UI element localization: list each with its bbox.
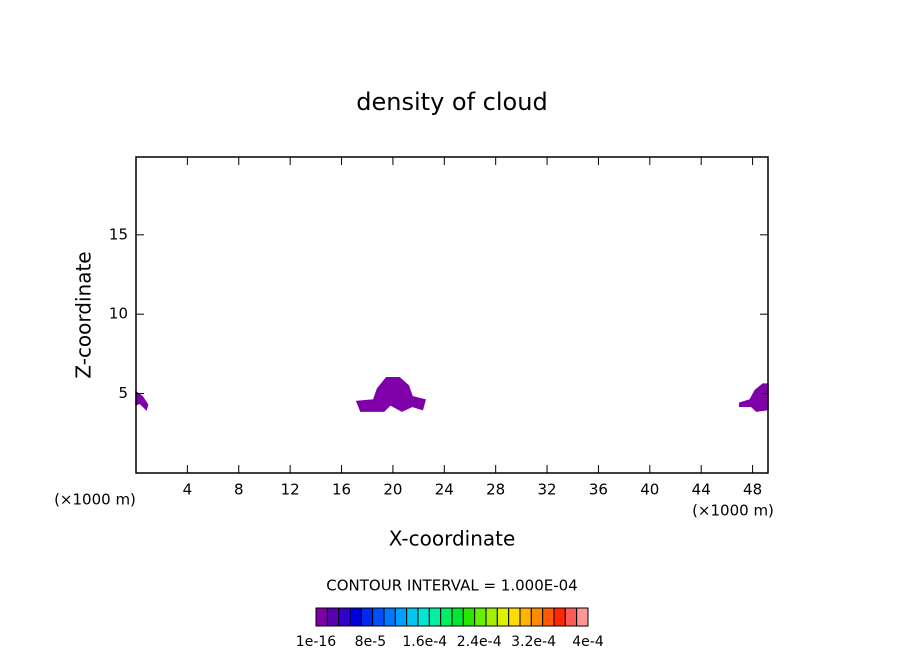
colorbar-swatch	[564, 607, 578, 627]
cloud-region	[738, 383, 769, 412]
x-tick-label: 20	[383, 481, 402, 499]
y-axis-label: Z-coordinate	[72, 251, 96, 378]
colorbar-swatch	[383, 607, 396, 627]
colorbar-swatch	[462, 607, 476, 627]
colorbar-swatch	[496, 607, 510, 627]
colorbar-swatch	[485, 607, 498, 627]
colorbar-swatch	[530, 607, 544, 627]
x-tick-label: 16	[332, 481, 351, 499]
colorbar-swatch	[542, 607, 555, 627]
colorbar-swatch	[326, 607, 340, 627]
x-tick-label: 48	[743, 481, 762, 499]
y-tick-label: 10	[109, 305, 128, 323]
x-tick-label: 36	[589, 481, 608, 499]
x-tick-label: 12	[281, 481, 300, 499]
x-tick-label: 40	[640, 481, 659, 499]
colorbar-label: 4e-4	[572, 634, 604, 650]
x-tick-label: 4	[183, 481, 193, 499]
colorbar-swatch	[428, 607, 442, 627]
plot-frame	[135, 156, 769, 474]
x-tick-label: 24	[435, 481, 454, 499]
cloud-region	[355, 376, 426, 412]
colorbar-swatch	[474, 607, 487, 627]
x-unit-label: (×1000 m)	[692, 502, 774, 520]
y-tick-label: 15	[109, 225, 128, 243]
y-tick-label: 5	[118, 384, 128, 402]
colorbar-label: 8e-5	[355, 634, 386, 650]
x-tick-label: 28	[486, 481, 505, 499]
y-unit-label: (×1000 m)	[54, 491, 136, 509]
x-tick-label: 44	[692, 481, 711, 499]
cloud-region	[135, 390, 149, 411]
colorbar-label: 1e-16	[296, 634, 336, 650]
colorbar-swatch	[406, 607, 419, 627]
colorbar-label: 2.4e-4	[457, 634, 502, 650]
colorbar-swatch	[315, 607, 328, 627]
colorbar-swatch	[338, 607, 351, 627]
contour-interval: CONTOUR INTERVAL = 1.000E-04	[326, 577, 577, 595]
colorbar-label: 3.2e-4	[511, 634, 556, 650]
colorbar-swatch	[440, 607, 453, 627]
colorbar-swatch	[372, 607, 385, 627]
colorbar-label: 1.6e-4	[402, 634, 447, 650]
x-tick-label: 8	[234, 481, 244, 499]
colorbar-swatch	[508, 607, 521, 627]
x-axis-label: X-coordinate	[389, 527, 516, 551]
colorbar-swatch	[394, 607, 408, 627]
colorbar-swatch	[553, 607, 566, 627]
colorbar-swatch	[349, 607, 362, 627]
colorbar-swatch	[519, 607, 532, 627]
colorbar-swatch	[417, 607, 430, 627]
chart-title: density of cloud	[356, 88, 547, 116]
x-tick-label: 32	[538, 481, 557, 499]
colorbar-swatch	[576, 607, 589, 627]
colorbar-swatch	[451, 607, 464, 627]
colorbar-swatch	[360, 607, 374, 627]
